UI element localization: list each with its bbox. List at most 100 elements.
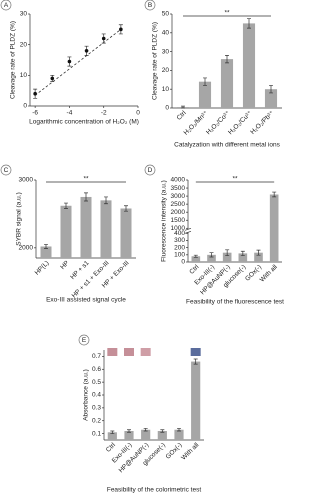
significance-label: ** (224, 10, 230, 17)
color-swatch (107, 348, 118, 356)
y-tick-label: 30 (20, 11, 28, 18)
y-axis-label: Fluorescence intensity (a.u.) (161, 180, 168, 262)
x-tick-label: Ctrl (105, 441, 117, 453)
bar (124, 431, 134, 440)
y-tick-label: 2000 (19, 245, 34, 252)
y-tick-label: 0.5 (92, 379, 101, 386)
y-tick-label: 100 (174, 252, 185, 259)
error-bar (193, 254, 198, 258)
bar (60, 205, 72, 258)
y-tick-label: 50 (162, 11, 170, 18)
error-bar (203, 77, 207, 86)
x-axis-label: Exo-III assisted signal cycle (46, 297, 126, 304)
error-bar (272, 191, 277, 198)
y-tick-label: 10 (162, 86, 170, 93)
y-axis-label: Cleavage rate of PLDZ (%) (10, 21, 17, 99)
panel-badge (144, 0, 156, 11)
error-bar (256, 249, 261, 256)
bar (141, 429, 151, 440)
x-axis-label: Logarithmic concentration of H₂O₂ (M) (29, 119, 139, 126)
error-bar (193, 358, 198, 365)
axis-break (184, 227, 192, 234)
error-bar (110, 430, 115, 434)
y-tick-label: 2500 (171, 201, 186, 208)
y-tick-label: 1000 (171, 225, 186, 232)
error-bar (269, 85, 273, 94)
y-tick-label: 0 (181, 259, 185, 266)
error-bar (160, 429, 165, 433)
y-tick-label: 3000 (19, 177, 34, 184)
x-tick-label: Ctrl (176, 109, 188, 121)
panel-badge (0, 0, 12, 11)
y-tick-label: 10 (20, 72, 28, 79)
error-bar (240, 250, 245, 256)
bar (222, 252, 232, 262)
panel-letter: A (4, 2, 9, 9)
error-bar (124, 205, 128, 212)
error-bar (127, 429, 131, 433)
error-bar (209, 252, 214, 258)
y-tick-label: 20 (20, 41, 28, 48)
bar (254, 252, 263, 262)
point (50, 76, 55, 81)
bar (107, 432, 117, 440)
panel-letter: C (4, 167, 9, 174)
error-bar (64, 202, 68, 209)
color-swatch (190, 348, 201, 356)
y-tick-label: 0.7 (92, 353, 101, 360)
y-tick-label: 4000 (171, 177, 186, 184)
bar (207, 254, 216, 262)
bar (40, 246, 52, 258)
significance-label: ** (83, 176, 89, 183)
y-axis-label: Absorbance (a.u.) (83, 369, 90, 421)
error-bar (225, 249, 230, 256)
y-tick-label: 3000 (171, 193, 186, 200)
y-tick-label: 2000 (171, 209, 186, 216)
point (119, 27, 123, 32)
error-bar (177, 428, 181, 432)
y-tick-label: 0.4 (92, 392, 101, 399)
panel-letter: E (82, 337, 87, 344)
y-tick-label: 0.2 (92, 417, 101, 424)
y-tick-label: 400 (174, 230, 185, 237)
y-tick-label: 3500 (171, 185, 186, 192)
y-tick-label: 1500 (171, 217, 186, 224)
y-tick-label: 0 (23, 103, 27, 110)
point (67, 59, 72, 64)
x-tick-label: With all (180, 441, 200, 461)
y-tick-label: 200 (174, 244, 185, 251)
panel-letter: B (148, 2, 152, 9)
color-swatch (140, 348, 151, 356)
bar (157, 431, 167, 440)
bar (80, 196, 92, 258)
error-bar (104, 196, 108, 205)
error-bar (143, 428, 148, 432)
x-tick-label: Ctrl (188, 263, 200, 275)
x-tick-label: With all (259, 263, 279, 283)
trendline (34, 29, 122, 96)
x-tick-label: 0 (136, 110, 140, 117)
panel-letter: D (148, 167, 153, 174)
significance-label: ** (232, 176, 238, 183)
bar (191, 361, 201, 440)
bar (242, 23, 256, 108)
x-tick-label: -2 (101, 110, 107, 117)
y-tick-label: 40 (162, 30, 170, 37)
y-axis-label: SYBR signal (a.u.) (16, 192, 23, 245)
x-tick-label: HP (59, 260, 70, 271)
bar (191, 256, 201, 262)
bar (100, 200, 112, 258)
y-tick-label: 30 (162, 48, 170, 55)
x-tick-label: H₂O₂/Pb²⁺ (249, 109, 276, 136)
bar (264, 89, 278, 108)
x-axis-label: Catalyzation with different metal ions (174, 142, 280, 149)
panel-badge (78, 334, 90, 346)
error-bar (181, 105, 185, 109)
point (101, 36, 106, 41)
y-tick-label: 0.6 (92, 366, 101, 373)
y-tick-label: 20 (162, 67, 170, 74)
bar (220, 59, 234, 108)
bar (174, 429, 184, 440)
x-tick-label: -6 (32, 110, 38, 117)
point (84, 49, 89, 53)
